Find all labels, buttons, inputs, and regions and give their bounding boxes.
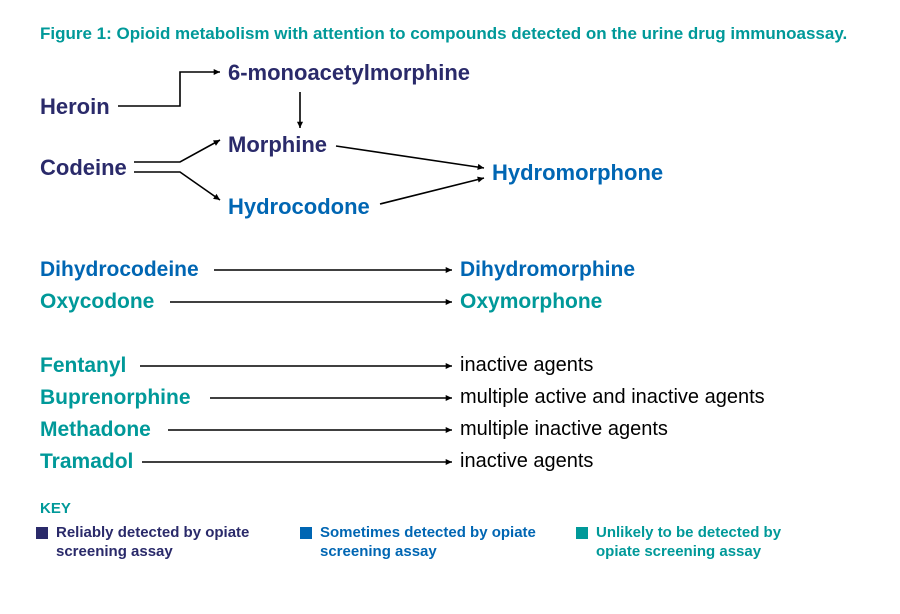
legend-item: Unlikely to be detected by opiate screen…	[576, 524, 816, 562]
node-methadone_m: multiple inactive agents	[460, 418, 668, 441]
legend-label: Reliably detected by opiate screening as…	[56, 524, 276, 562]
node-fentanyl: Fentanyl	[40, 354, 126, 378]
node-hydromorphone: Hydromorphone	[492, 160, 663, 186]
node-sixmam: 6-monoacetylmorphine	[228, 60, 470, 86]
node-methadone: Methadone	[40, 418, 151, 442]
node-hydrocodone: Hydrocodone	[228, 194, 370, 220]
node-tramadol_m: inactive agents	[460, 450, 593, 473]
legend-item: Reliably detected by opiate screening as…	[36, 524, 276, 562]
legend-label: Sometimes detected by opiate screening a…	[320, 524, 540, 562]
legend-title: KEY	[40, 500, 71, 517]
legend-swatch	[576, 527, 588, 539]
legend-swatch	[36, 527, 48, 539]
node-fentanyl_m: inactive agents	[460, 354, 593, 377]
node-dihydrocodeine: Dihydrocodeine	[40, 258, 199, 282]
figure-title: Figure 1: Opioid metabolism with attenti…	[40, 24, 847, 44]
node-heroin: Heroin	[40, 94, 110, 120]
node-tramadol: Tramadol	[40, 450, 133, 474]
node-codeine: Codeine	[40, 155, 127, 181]
legend-swatch	[300, 527, 312, 539]
node-oxycodone: Oxycodone	[40, 290, 154, 314]
node-oxymorphone: Oxymorphone	[460, 290, 602, 314]
node-dihydromorphine: Dihydromorphine	[460, 258, 635, 282]
node-buprenorphine_m: multiple active and inactive agents	[460, 386, 765, 409]
node-buprenorphine: Buprenorphine	[40, 386, 191, 410]
legend-item: Sometimes detected by opiate screening a…	[300, 524, 540, 562]
legend-label: Unlikely to be detected by opiate screen…	[596, 524, 816, 562]
node-morphine: Morphine	[228, 132, 327, 158]
